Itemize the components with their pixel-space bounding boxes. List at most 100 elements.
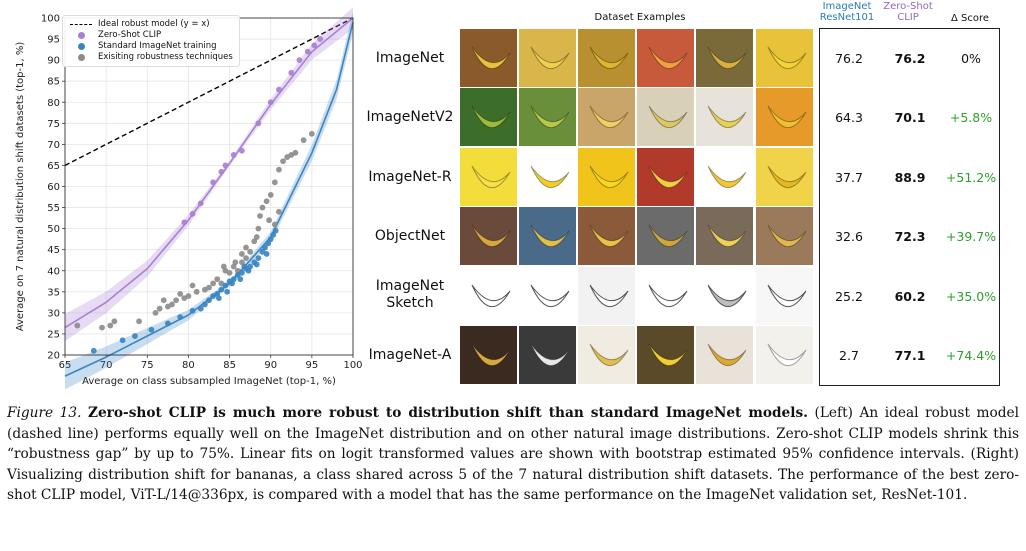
- banana-example-image: [756, 148, 813, 206]
- data-point: [276, 208, 282, 215]
- data-point: [210, 280, 217, 287]
- legend-entry: Standard ImageNet training: [68, 41, 233, 52]
- banana-example-image: [637, 29, 694, 87]
- banana-example-image: [460, 29, 517, 87]
- data-point: [267, 236, 274, 243]
- clip-score: 60.2: [894, 289, 926, 304]
- banana-example-image: [756, 207, 813, 265]
- y-tick-label: 25: [47, 329, 60, 340]
- dataset-name: ImageNet-R: [368, 169, 452, 185]
- banana-example-image: [696, 326, 753, 384]
- y-tick-label: 50: [47, 224, 60, 235]
- data-point: [206, 284, 212, 291]
- robustness-scatter-chart: 65 70 75 80 85 90 95 100 20 25 30 35 40 45 50 55 60 65 70 7…: [0, 0, 362, 392]
- data-point: [222, 282, 229, 289]
- data-point: [152, 309, 159, 316]
- delta-score: +39.7%: [945, 229, 997, 244]
- dataset-name: ImageNetV2: [366, 109, 454, 125]
- data-point: [253, 234, 260, 240]
- data-point: [300, 137, 307, 144]
- resnet-score: 64.3: [835, 110, 863, 125]
- clip-score: 88.9: [894, 170, 926, 185]
- y-tick-label: 80: [47, 98, 60, 109]
- data-point: [271, 221, 278, 228]
- y-tick-label: 20: [47, 351, 60, 362]
- data-point: [230, 152, 237, 158]
- data-point: [241, 263, 248, 270]
- data-point: [193, 288, 200, 295]
- data-point: [189, 282, 196, 289]
- dataset-name: ObjectNet: [374, 228, 446, 244]
- resnet-score: 37.7: [835, 170, 863, 185]
- data-point: [267, 192, 274, 198]
- data-point: [220, 263, 227, 270]
- data-point: [214, 276, 221, 283]
- header-delta-score: Δ Score: [950, 13, 990, 24]
- data-point: [156, 305, 163, 312]
- data-point: [177, 291, 184, 297]
- banana-example-image: [519, 148, 576, 206]
- data-point: [224, 288, 231, 295]
- dataset-name: ImageNet-A: [368, 347, 452, 363]
- banana-example-image: [756, 29, 813, 87]
- delta-score: +35.0%: [945, 289, 997, 304]
- data-point: [263, 251, 270, 257]
- banana-example-image: [756, 267, 813, 325]
- y-tick-label: 65: [47, 161, 60, 172]
- score-box: [819, 28, 1000, 386]
- banana-example-image: [460, 207, 517, 265]
- banana-example-image: [756, 88, 813, 146]
- data-point: [173, 297, 179, 304]
- x-tick-label: 70: [100, 360, 113, 371]
- data-point: [243, 244, 249, 251]
- data-point: [311, 42, 318, 49]
- data-point: [132, 333, 138, 339]
- data-point: [259, 204, 266, 211]
- data-point: [119, 337, 126, 344]
- banana-example-image: [460, 267, 517, 325]
- data-point: [239, 269, 245, 276]
- legend-symbol: [68, 30, 94, 41]
- data-point: [255, 255, 262, 262]
- dataset-name: ImageNet Sketch: [375, 278, 445, 311]
- y-tick-label: 35: [47, 287, 60, 298]
- data-point: [99, 324, 105, 331]
- data-point: [210, 179, 217, 186]
- legend-entry: Zero-Shot CLIP: [68, 30, 233, 41]
- banana-example-image: [578, 88, 635, 146]
- resnet-score: 32.6: [835, 229, 863, 244]
- data-point: [288, 69, 295, 76]
- data-point: [272, 227, 279, 234]
- legend-entry: Ideal robust model (y = x): [68, 19, 233, 30]
- header-resnet: ImageNet ResNet101: [819, 1, 875, 23]
- banana-example-image: [578, 267, 635, 325]
- x-tick-label: 65: [59, 360, 72, 371]
- data-point: [245, 267, 252, 274]
- x-tick-label: 100: [343, 360, 362, 371]
- data-point: [197, 305, 204, 312]
- data-point: [262, 244, 268, 251]
- y-tick-label: 30: [47, 308, 60, 319]
- legend-dot-marker: [77, 43, 85, 50]
- banana-example-image: [637, 326, 694, 384]
- y-tick-label: 70: [47, 140, 60, 151]
- banana-example-image: [519, 88, 576, 146]
- data-point: [255, 225, 262, 232]
- data-point: [255, 120, 262, 127]
- data-point: [263, 198, 270, 205]
- data-point: [229, 280, 235, 287]
- data-point: [222, 162, 229, 169]
- ideal-robust-line: [64, 17, 354, 167]
- resnet-score: 25.2: [835, 289, 863, 304]
- data-point: [276, 86, 282, 93]
- data-point: [253, 261, 260, 268]
- banana-example-image: [696, 29, 753, 87]
- data-point: [308, 130, 315, 137]
- banana-example-image: [519, 326, 576, 384]
- caption-body: (Left) An ideal robust model (dashed lin…: [7, 405, 1019, 503]
- data-point: [270, 232, 277, 238]
- data-point: [90, 347, 97, 354]
- banana-example-image: [578, 326, 635, 384]
- data-point: [247, 248, 254, 255]
- y-tick-label: 60: [47, 182, 60, 193]
